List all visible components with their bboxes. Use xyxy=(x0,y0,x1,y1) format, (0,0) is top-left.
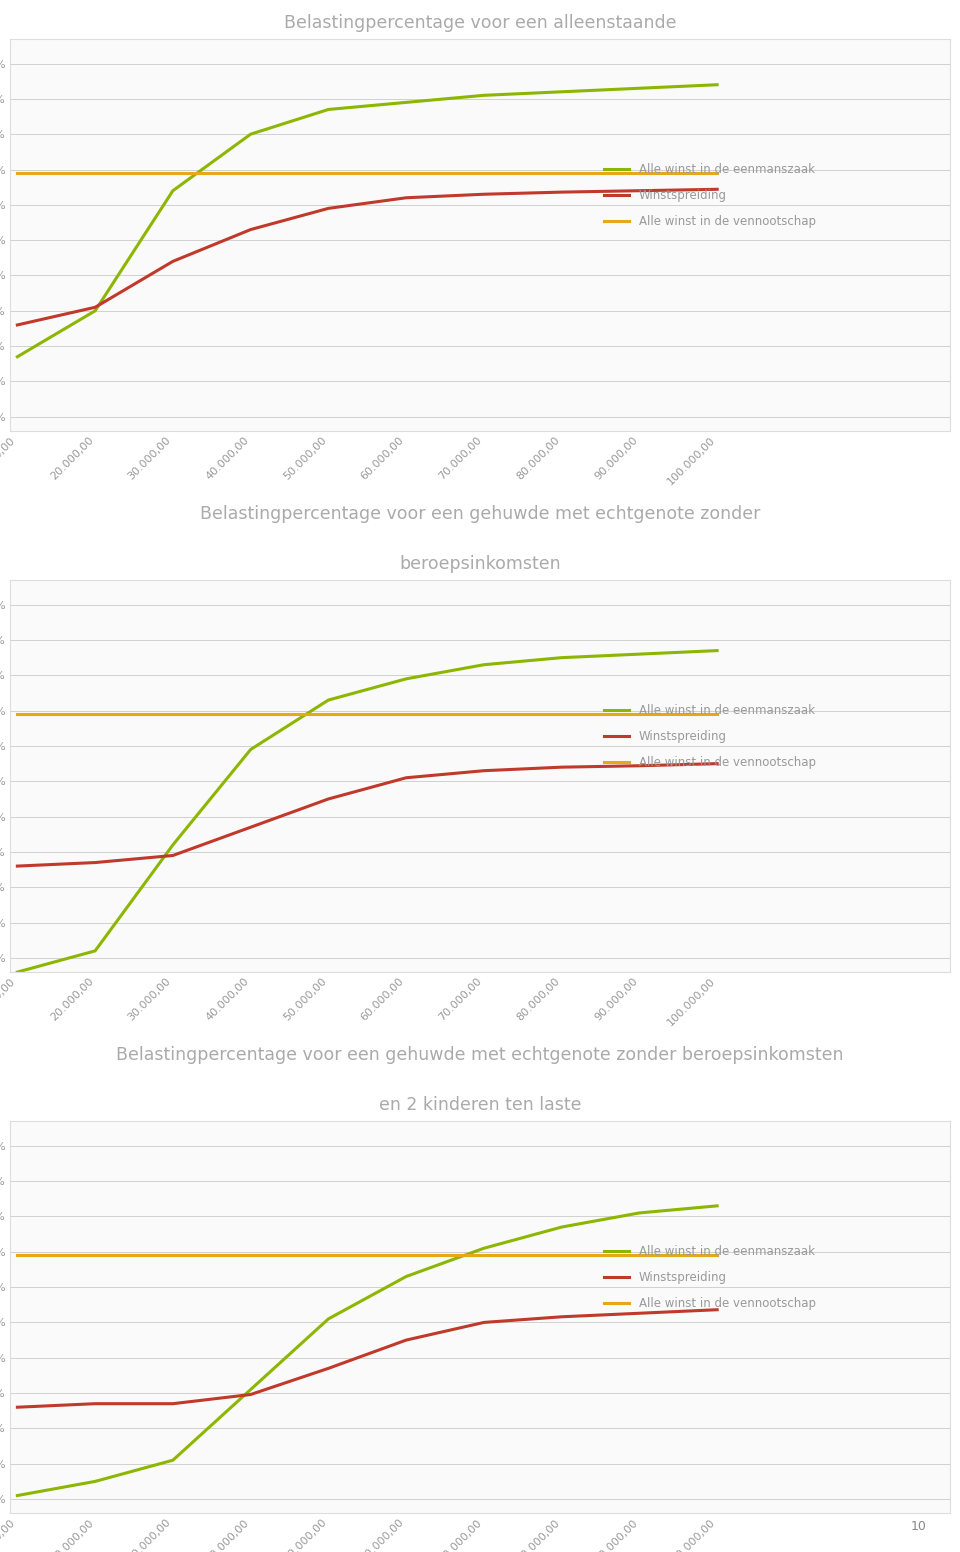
Text: 10: 10 xyxy=(910,1521,926,1533)
Title: Belastingpercentage voor een gehuwde met echtgenote zonder beroepsinkomsten

en : Belastingpercentage voor een gehuwde met… xyxy=(116,1046,844,1114)
Legend: Alle winst in de eenmanszaak, Winstspreiding, Alle winst in de vennootschap: Alle winst in de eenmanszaak, Winstsprei… xyxy=(604,163,816,228)
Title: Belastingpercentage voor een alleenstaande: Belastingpercentage voor een alleenstaan… xyxy=(284,14,676,31)
Title: Belastingpercentage voor een gehuwde met echtgenote zonder

beroepsinkomsten: Belastingpercentage voor een gehuwde met… xyxy=(200,504,760,573)
Legend: Alle winst in de eenmanszaak, Winstspreiding, Alle winst in de vennootschap: Alle winst in de eenmanszaak, Winstsprei… xyxy=(604,1245,816,1310)
Legend: Alle winst in de eenmanszaak, Winstspreiding, Alle winst in de vennootschap: Alle winst in de eenmanszaak, Winstsprei… xyxy=(604,705,816,770)
